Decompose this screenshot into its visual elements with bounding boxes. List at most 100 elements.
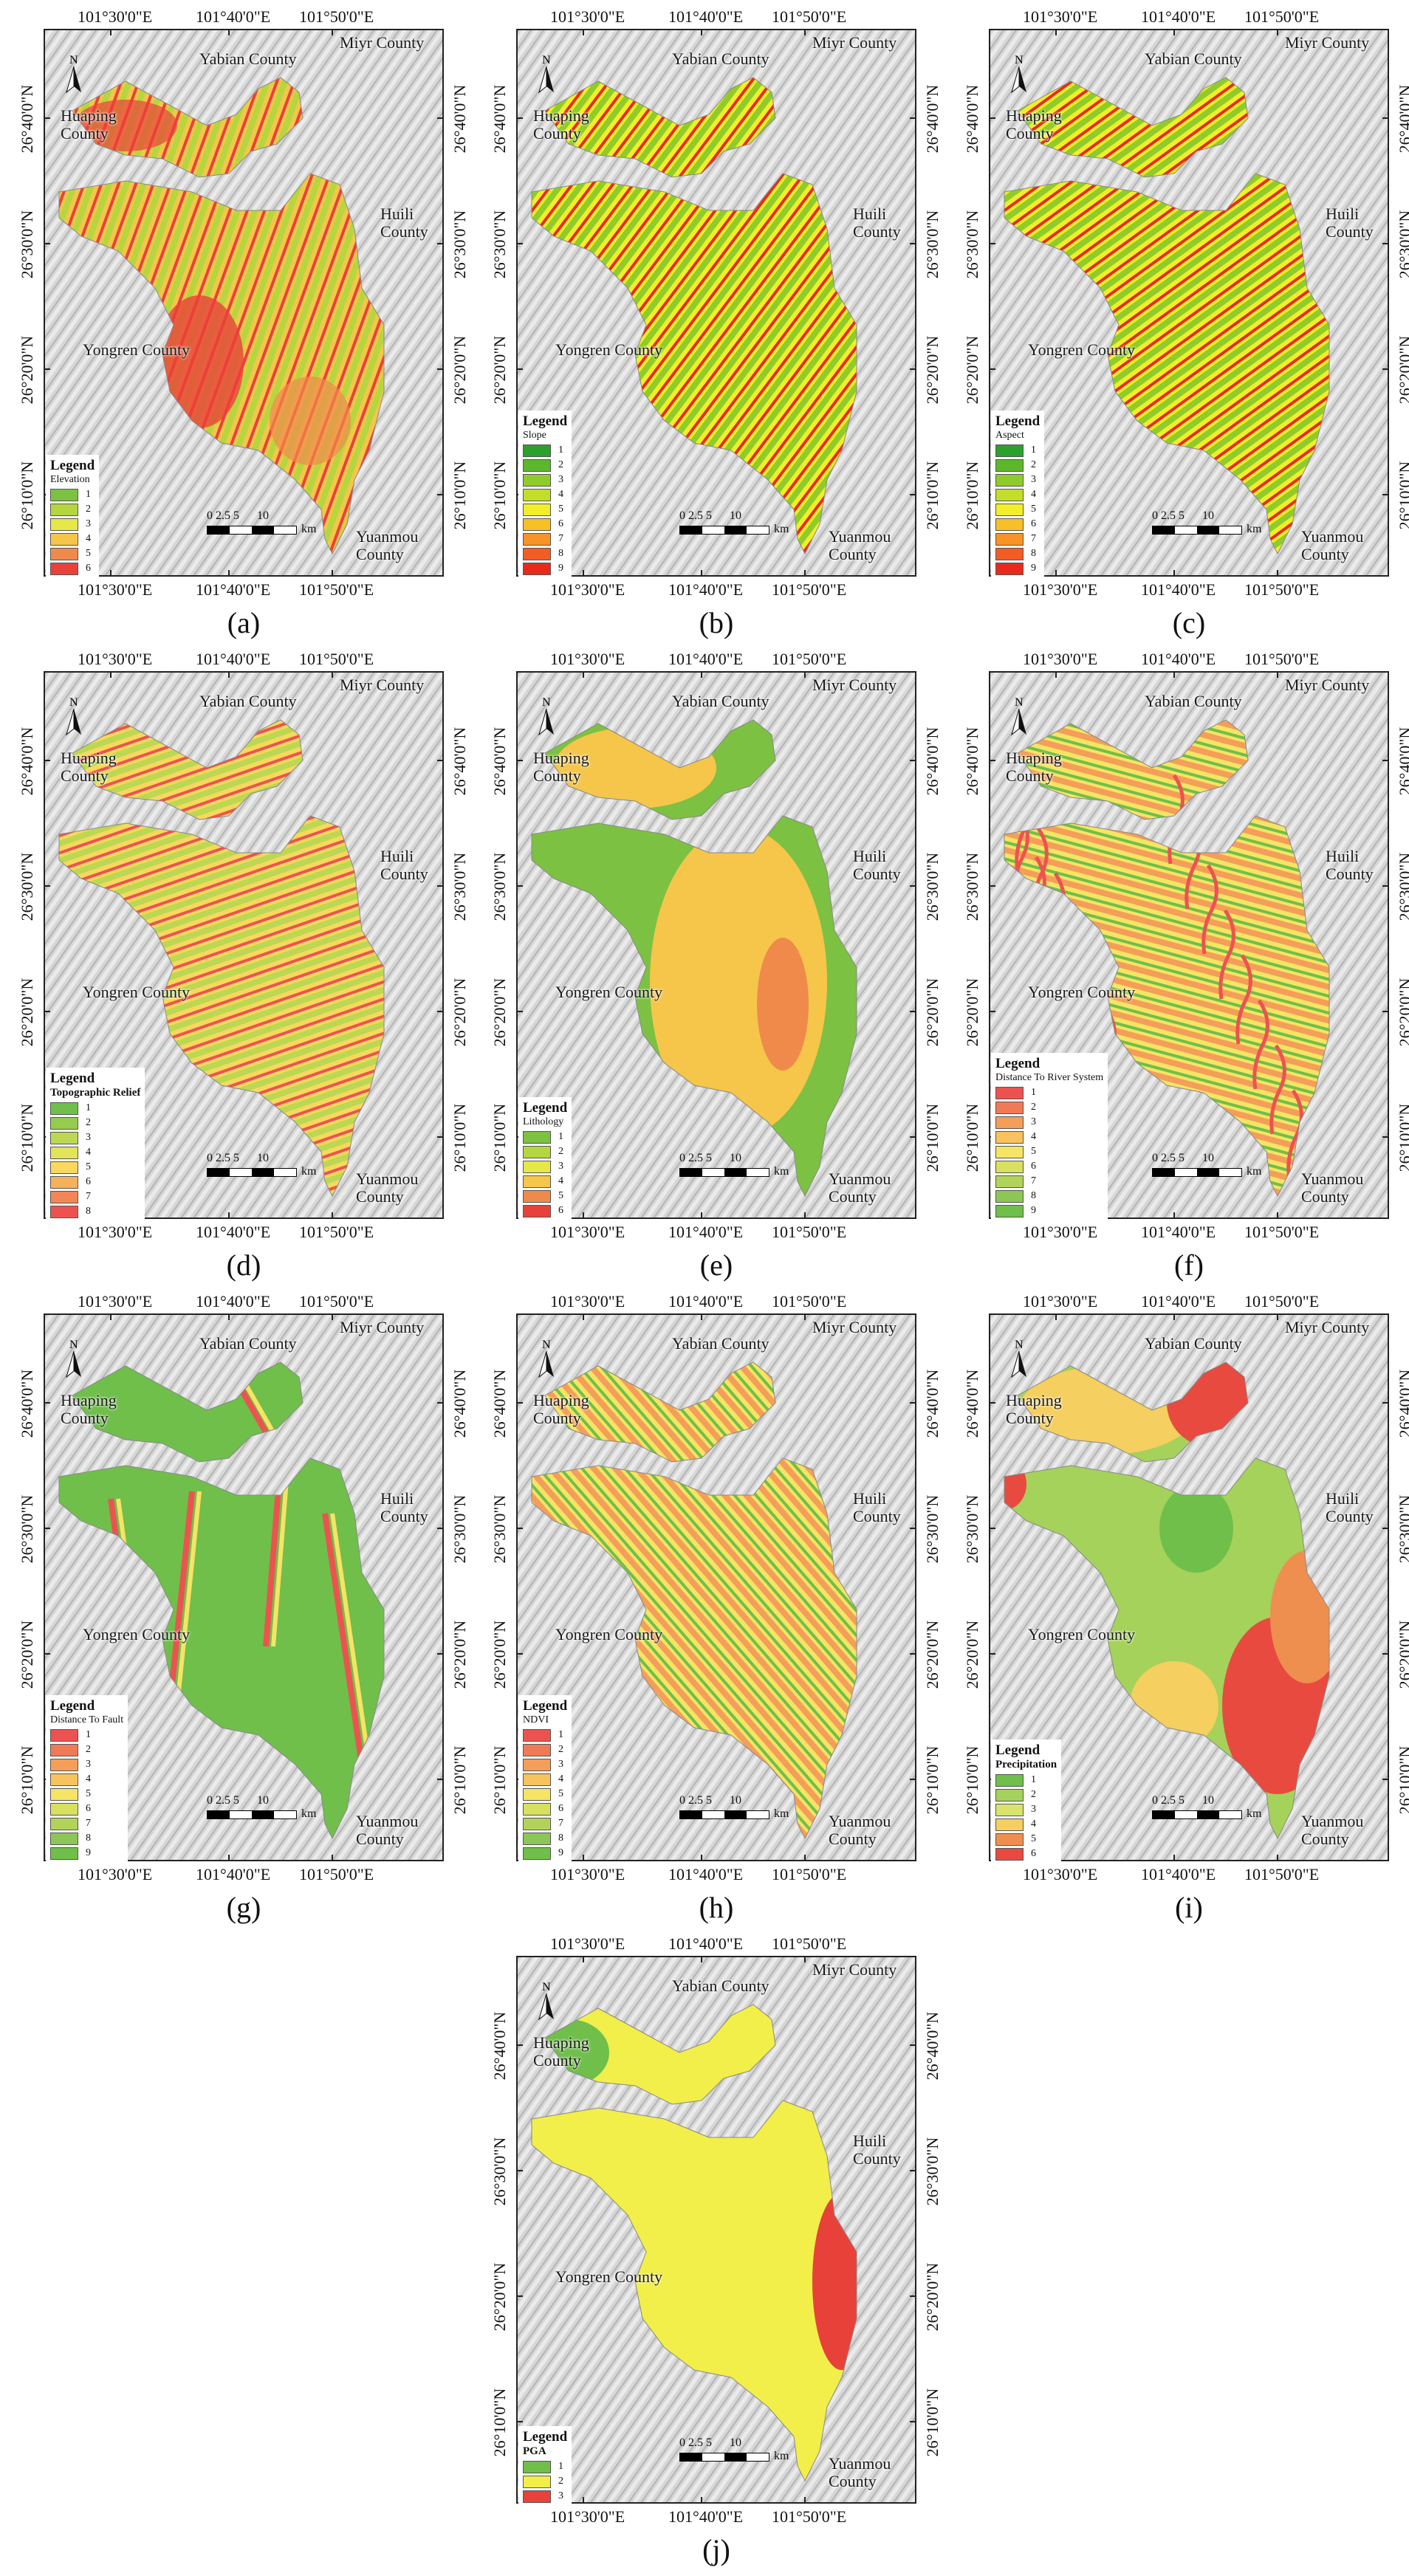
longitude-label-bottom: 101°50'0"E (299, 1223, 374, 1241)
legend-item: 1 (50, 1101, 140, 1116)
county-label-yuanmou: Yuanmou County (1301, 1812, 1364, 1848)
legend-item: 3 (50, 1757, 123, 1772)
legend-title: Legend (995, 1742, 1041, 1758)
latitude-label-left: 26°30'0"N (490, 2137, 509, 2206)
county-label-yongren: Yongren County (555, 2267, 663, 2286)
north-arrow-icon: N (532, 1979, 561, 2023)
latitude-label-right: 26°40'0"N (923, 1369, 942, 1438)
latitude-label-left: 26°20'0"N (963, 978, 981, 1047)
latitude-label-left: 26°40'0"N (490, 84, 509, 154)
svg-text:N: N (69, 1339, 78, 1351)
legend-item: 1 (523, 443, 567, 458)
longitude-label-bottom: 101°40'0"E (1141, 1865, 1216, 1883)
county-label-miyi: Miyr County (1285, 33, 1370, 52)
longitude-label-bottom: 101°30'0"E (550, 1223, 625, 1241)
legend-item: 7 (523, 1816, 567, 1831)
latitude-label-left: 26°40'0"N (18, 727, 36, 796)
county-label-yongren: Yongren County (555, 1625, 663, 1644)
latitude-label-right: 26°10'0"N (1396, 461, 1409, 530)
longitude-label-bottom: 101°50'0"E (1244, 1865, 1320, 1883)
latitude-label-left: 26°40'0"N (18, 1369, 36, 1438)
latitude-label-right: 26°40'0"N (1396, 727, 1409, 796)
latitude-label-right: 26°20'0"N (1396, 978, 1409, 1047)
county-label-yuanmou: Yuanmou County (1301, 1169, 1364, 1206)
legend-item: 1 (523, 1728, 567, 1742)
latitude-label-right: 26°30'0"N (450, 210, 469, 279)
county-label-huili: Huili County (1326, 205, 1374, 241)
map-panel: 101°30'0"E 101°40'0"E 101°50'0"E 101°30'0"E… (15, 7, 473, 642)
legend-variable: Elevation (50, 474, 90, 485)
north-arrow-icon: N (59, 52, 89, 96)
legend-item: 3 (995, 1115, 1103, 1130)
longitude-label-bottom: 101°50'0"E (299, 1865, 374, 1883)
longitude-label-bottom: 101°40'0"E (196, 580, 271, 599)
legend-title: Legend (995, 1056, 1041, 1071)
legend-item: 8 (995, 1189, 1103, 1203)
legend: Legend Aspect 1 2 3 4 5 6 7 8 9 (991, 411, 1045, 579)
county-label-huili: Huili County (380, 205, 428, 241)
svg-text:N: N (542, 696, 551, 709)
legend-item: 2 (523, 1742, 567, 1757)
scale-bar: 0 2.5 5 10 km (679, 509, 789, 535)
longitude-label-bottom: 101°40'0"E (668, 1223, 744, 1241)
latitude-label-right: 26°30'0"N (923, 210, 942, 279)
legend: Legend Slope 1 2 3 4 5 6 7 8 9 (518, 411, 572, 579)
legend-item: 5 (50, 1160, 140, 1175)
latitude-label-right: 26°40'0"N (1396, 84, 1409, 154)
longitude-label-top: 101°40'0"E (196, 1292, 271, 1311)
scale-bar: 0 2.5 5 10 km (1152, 1794, 1262, 1820)
legend-item: 7 (50, 1189, 140, 1204)
county-label-yuanmou: Yuanmou County (829, 527, 891, 563)
latitude-label-right: 26°20'0"N (923, 2262, 942, 2332)
latitude-label-left: 26°10'0"N (963, 1745, 981, 1815)
legend-title: Legend (523, 413, 568, 429)
county-label-miyi: Miyr County (812, 676, 897, 694)
longitude-label-bottom: 101°50'0"E (1244, 580, 1320, 599)
legend-item: 6 (995, 1159, 1103, 1174)
map-panel: 101°30'0"E 101°40'0"E 101°50'0"E 101°30'0"E… (487, 650, 945, 1285)
longitude-label-bottom: 101°50'0"E (772, 1865, 847, 1883)
latitude-label-right: 26°10'0"N (450, 461, 469, 530)
legend-item: 4 (523, 1174, 567, 1189)
county-label-huaping: Huaping County (61, 749, 117, 785)
legend-item: 8 (50, 1831, 123, 1846)
county-label-yabian: Yabian County (1145, 49, 1242, 68)
scale-bar: 0 2.5 5 10 km (679, 1152, 789, 1178)
longitude-label-bottom: 101°50'0"E (772, 1223, 847, 1241)
latitude-label-left: 26°30'0"N (18, 852, 36, 921)
latitude-label-right: 26°20'0"N (450, 978, 469, 1047)
legend-item: 7 (995, 1174, 1103, 1189)
map-panel: 101°30'0"E 101°40'0"E 101°50'0"E 101°30'0"E… (15, 1292, 473, 1927)
latitude-label-left: 26°10'0"N (490, 1103, 509, 1172)
latitude-label-left: 26°40'0"N (18, 84, 36, 154)
panel-label: (e) (699, 1248, 733, 1282)
legend-item: 7 (523, 532, 567, 546)
latitude-label-right: 26°10'0"N (923, 461, 942, 530)
longitude-label-top: 101°30'0"E (78, 7, 153, 26)
legend-item: 1 (50, 1728, 123, 1742)
panel-label: (g) (226, 1891, 261, 1924)
map-panel: 101°30'0"E 101°40'0"E 101°50'0"E 101°30'0"E… (487, 1934, 945, 2569)
longitude-label-bottom: 101°50'0"E (772, 2507, 847, 2526)
county-label-yuanmou: Yuanmou County (356, 527, 419, 563)
legend-item: 2 (523, 458, 567, 473)
north-arrow-icon: N (1004, 52, 1034, 96)
county-label-huaping: Huaping County (533, 106, 589, 142)
latitude-label-right: 26°10'0"N (1396, 1103, 1409, 1172)
legend-item: 8 (523, 546, 567, 561)
longitude-label-bottom: 101°30'0"E (550, 580, 625, 599)
latitude-label-left: 26°30'0"N (490, 1494, 509, 1564)
legend-variable: Slope (523, 430, 546, 441)
longitude-label-top: 101°40'0"E (1141, 650, 1216, 668)
county-label-huaping: Huaping County (61, 106, 117, 142)
legend-item: 4 (523, 487, 567, 502)
legend-item: 1 (523, 2459, 567, 2474)
county-label-miyi: Miyr County (812, 33, 897, 52)
legend-variable: Aspect (995, 430, 1024, 441)
legend-item: 5 (523, 1189, 567, 1203)
legend-item: 8 (995, 546, 1040, 561)
legend-item: 9 (995, 1203, 1103, 1218)
legend: Legend Lithology 1 2 3 4 5 6 (518, 1097, 572, 1221)
longitude-label-top: 101°40'0"E (196, 650, 271, 668)
county-label-yabian: Yabian County (199, 1334, 297, 1353)
